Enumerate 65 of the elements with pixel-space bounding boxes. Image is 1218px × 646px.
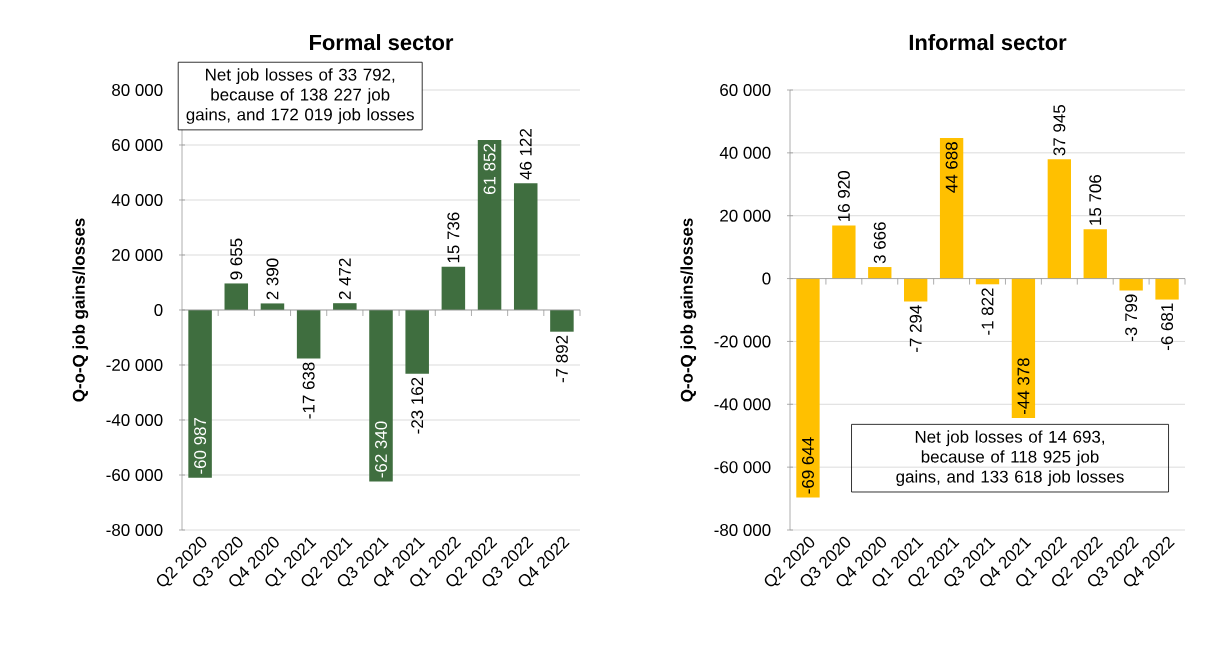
bar xyxy=(477,139,502,310)
y-tick-label: -40 000 xyxy=(714,398,771,411)
bar xyxy=(904,278,928,302)
bar xyxy=(550,310,574,332)
data-label: 46 122 xyxy=(519,129,532,180)
data-label: 37 945 xyxy=(1053,105,1066,156)
bar xyxy=(369,310,393,482)
y-tick-label: -60 000 xyxy=(106,469,163,481)
bar xyxy=(1119,278,1143,291)
annotation: Net job losses of 14 693, because of 118 925 job gains, and 133 618 job losses xyxy=(896,430,1124,486)
data-label: -7 892 xyxy=(555,335,568,383)
y-axis-title: Q-o-Q job gains/losses xyxy=(72,218,89,402)
y-tick-label: 0 xyxy=(154,304,163,316)
bar xyxy=(868,267,892,279)
bar xyxy=(939,138,964,279)
bar xyxy=(333,303,357,310)
y-tick-label: -80 000 xyxy=(106,524,163,536)
y-tick-label: 20 000 xyxy=(112,249,163,261)
data-label: 61 852 xyxy=(483,143,496,195)
data-label: 44 688 xyxy=(945,142,958,193)
data-label: -6 681 xyxy=(1161,303,1174,351)
data-label: 15 706 xyxy=(1089,174,1102,225)
data-label: 2 390 xyxy=(266,258,279,300)
y-axis-title: Q-o-Q job gains/losses xyxy=(680,218,697,402)
bar xyxy=(832,225,856,279)
data-label: -1 822 xyxy=(981,288,994,335)
y-tick-label: 20 000 xyxy=(720,209,771,222)
y-tick-label: 0 xyxy=(762,272,771,285)
data-label: -44 378 xyxy=(1017,358,1030,415)
annotation: Net job losses of 33 792, because of 138 227 job gains, and 172 019 job losses xyxy=(186,68,414,124)
y-tick-label: 40 000 xyxy=(111,194,163,206)
data-label: -62 340 xyxy=(375,421,388,478)
y-tick-label: -80 000 xyxy=(714,524,771,536)
bar xyxy=(1011,278,1036,419)
y-tick-label: 80 000 xyxy=(112,83,163,96)
data-label: 9 655 xyxy=(230,238,243,280)
data-label: -7 294 xyxy=(909,305,922,352)
bar xyxy=(513,183,538,310)
data-label: -23 162 xyxy=(411,377,424,434)
data-label: -69 644 xyxy=(801,437,814,494)
y-tick-label: 60 000 xyxy=(112,139,163,151)
data-label: -3 799 xyxy=(1125,294,1138,341)
y-tick-label: -60 000 xyxy=(714,461,771,474)
data-label: 15 736 xyxy=(447,212,460,263)
chart-title: Informal sector xyxy=(909,34,1067,51)
y-tick-label: -40 000 xyxy=(106,414,163,426)
chart-title: Formal sector xyxy=(310,34,454,51)
data-label: 3 666 xyxy=(873,222,886,264)
bar xyxy=(1083,229,1107,279)
bar xyxy=(188,310,212,478)
data-label: -17 638 xyxy=(302,362,315,419)
y-tick-label: 40 000 xyxy=(719,146,771,159)
bar xyxy=(224,283,249,310)
data-label: 16 920 xyxy=(837,171,850,221)
y-tick-label: -20 000 xyxy=(714,335,771,348)
bar xyxy=(1047,159,1071,279)
y-tick-label: -20 000 xyxy=(106,359,163,371)
y-tick-label: 60 000 xyxy=(720,84,771,96)
bar xyxy=(796,278,820,498)
bar xyxy=(1155,278,1179,300)
data-label: 2 472 xyxy=(338,258,351,300)
bar xyxy=(441,266,466,310)
bar xyxy=(405,310,429,374)
bar xyxy=(296,310,321,359)
data-label: -60 987 xyxy=(194,417,207,474)
